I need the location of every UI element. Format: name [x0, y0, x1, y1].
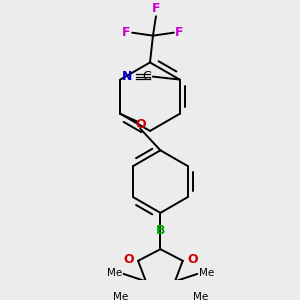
Text: C: C — [142, 70, 152, 83]
Text: Me: Me — [199, 268, 214, 278]
Text: F: F — [175, 26, 184, 39]
Text: Me: Me — [113, 292, 128, 300]
Text: Me: Me — [193, 292, 208, 300]
Text: O: O — [135, 118, 146, 131]
Text: Me: Me — [107, 268, 122, 278]
Text: O: O — [123, 253, 134, 266]
Text: F: F — [122, 26, 130, 39]
Text: B: B — [156, 224, 165, 237]
Text: F: F — [152, 2, 160, 15]
Text: N: N — [122, 70, 132, 83]
Text: O: O — [187, 253, 198, 266]
